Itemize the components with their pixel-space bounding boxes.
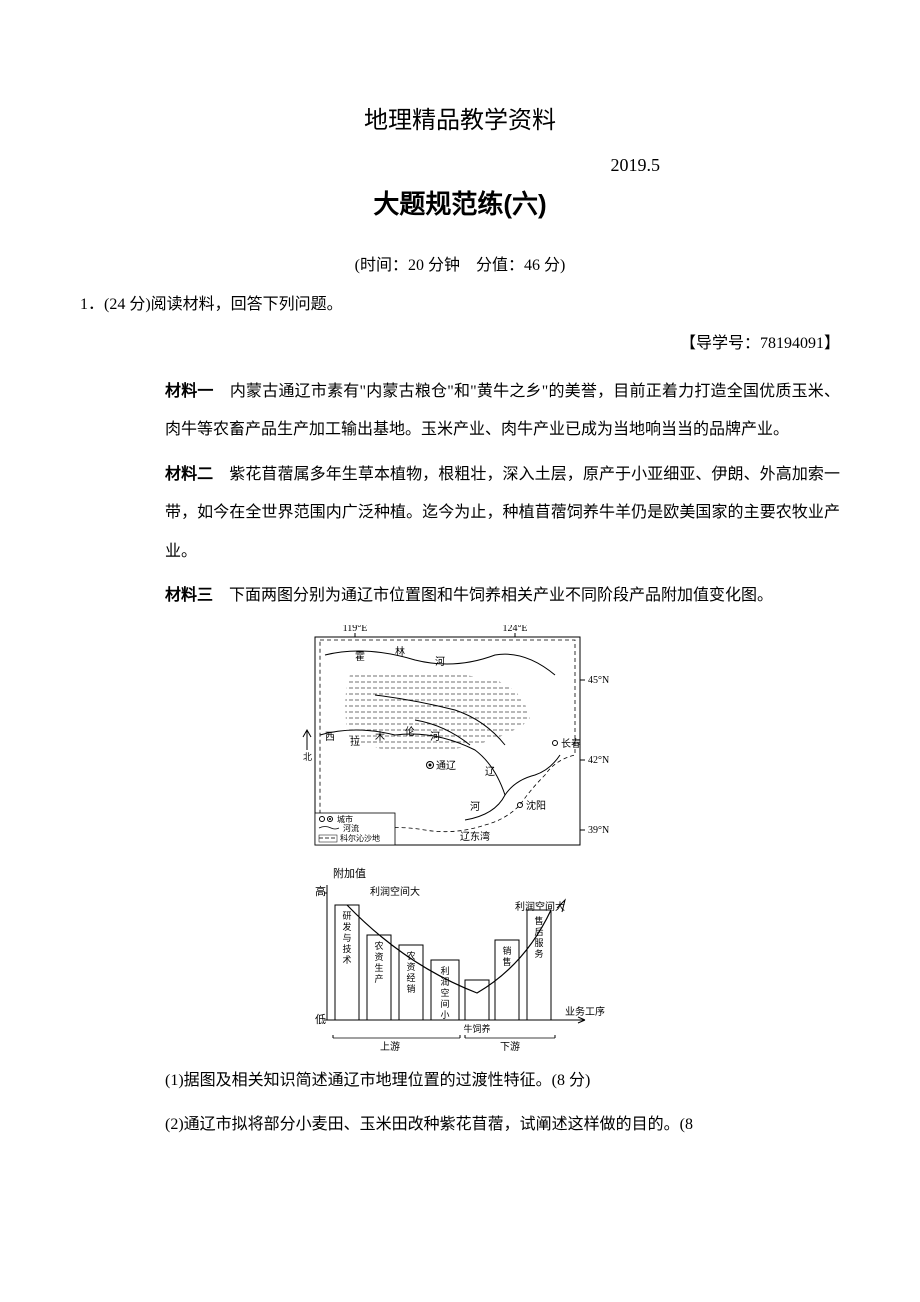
svg-text:资: 资 — [406, 962, 415, 972]
svg-text:河: 河 — [430, 731, 440, 743]
svg-text:科尔沁沙地: 科尔沁沙地 — [340, 833, 380, 843]
svg-text:与: 与 — [342, 933, 351, 943]
svg-text:售: 售 — [502, 956, 511, 967]
svg-text:沈阳: 沈阳 — [526, 799, 546, 812]
location-map: 119°E124°E45°N42°N39°N霍林河西拉木伦河辽河通辽长春沈阳辽东… — [295, 625, 625, 855]
material-3-text: 下面两图分别为通辽市位置图和牛饲养相关产业不同阶段产品附加值变化图。 — [213, 587, 773, 604]
svg-text:术: 术 — [342, 954, 351, 965]
material-3: 材料三 下面两图分别为通辽市位置图和牛饲养相关产业不同阶段产品附加值变化图。 — [80, 577, 840, 615]
svg-text:销: 销 — [502, 945, 511, 956]
svg-text:木: 木 — [375, 731, 385, 743]
sub-question-1: (1)据图及相关知识简述通辽市地理位置的过渡性特征。(8 分) — [80, 1063, 840, 1098]
material-2-label: 材料二 — [165, 466, 213, 483]
svg-text:发: 发 — [342, 921, 351, 932]
svg-text:牛饲养: 牛饲养 — [463, 1023, 490, 1034]
svg-text:农: 农 — [374, 940, 383, 951]
svg-text:39°N: 39°N — [588, 825, 609, 836]
svg-text:空: 空 — [440, 987, 449, 998]
svg-text:务: 务 — [534, 948, 543, 959]
svg-text:拉: 拉 — [350, 735, 360, 748]
figures-container: 119°E124°E45°N42°N39°N霍林河西拉木伦河辽河通辽长春沈阳辽东… — [80, 625, 840, 1055]
material-2: 材料二 紫花苜蓿属多年生草本植物，根粗壮，深入土层，原产于小亚细亚、伊朗、外高加… — [80, 456, 840, 571]
svg-text:霍: 霍 — [355, 651, 365, 663]
svg-text:城市: 城市 — [337, 814, 353, 824]
material-2-text: 紫花苜蓿属多年生草本植物，根粗壮，深入土层，原产于小亚细亚、伊朗、外高加索一带，… — [165, 466, 840, 560]
svg-text:北: 北 — [303, 752, 312, 762]
svg-text:下游: 下游 — [500, 1040, 520, 1053]
svg-text:119°E: 119°E — [343, 625, 368, 634]
svg-text:42°N: 42°N — [588, 755, 609, 766]
doc-header: 地理精品教学资料 — [80, 100, 840, 135]
svg-text:利: 利 — [440, 965, 449, 976]
question-intro: 1．(24 分)阅读材料，回答下列问题。 — [80, 290, 840, 314]
guide-number: 【导学号：78194091】 — [80, 329, 840, 353]
svg-text:长春: 长春 — [561, 738, 581, 750]
svg-text:服: 服 — [534, 938, 543, 948]
svg-text:辽东湾: 辽东湾 — [460, 830, 490, 843]
svg-text:上游: 上游 — [380, 1040, 400, 1053]
svg-text:林: 林 — [395, 645, 405, 658]
svg-text:研: 研 — [342, 911, 351, 921]
time-score: (时间：20 分钟 分值：46 分) — [80, 251, 840, 275]
svg-text:河流: 河流 — [343, 823, 359, 833]
material-1-text: 内蒙古通辽市素有"内蒙古粮仓"和"黄牛之乡"的美誉，目前正着力打造全国优质玉米、… — [165, 383, 840, 438]
svg-text:销: 销 — [406, 983, 415, 994]
svg-text:小: 小 — [440, 1010, 449, 1020]
svg-text:利润空间大: 利润空间大 — [515, 900, 565, 913]
value-chain-chart: 附加值高低业务工序研发与技术农资生产农资经销利润空间小牛饲养销售售后服务利润空间… — [305, 865, 615, 1055]
svg-text:间: 间 — [440, 998, 449, 1009]
svg-text:辽: 辽 — [485, 766, 495, 778]
svg-text:生: 生 — [374, 962, 383, 973]
svg-text:河: 河 — [435, 656, 445, 668]
svg-text:伦: 伦 — [405, 725, 415, 738]
material-3-label: 材料三 — [165, 587, 213, 604]
svg-text:售: 售 — [534, 915, 543, 926]
main-title: 大题规范练(六) — [80, 184, 840, 221]
svg-text:西: 西 — [325, 732, 335, 743]
svg-text:通辽: 通辽 — [436, 760, 456, 772]
sub-question-2: (2)通辽市拟将部分小麦田、玉米田改种紫花苜蓿，试阐述这样做的目的。(8 — [80, 1107, 840, 1142]
svg-text:技: 技 — [342, 943, 351, 954]
svg-text:资: 资 — [374, 952, 383, 962]
svg-text:产: 产 — [374, 973, 383, 984]
material-1-label: 材料一 — [165, 383, 214, 400]
material-1: 材料一 内蒙古通辽市素有"内蒙古粮仓"和"黄牛之乡"的美誉，目前正着力打造全国优… — [80, 373, 840, 450]
svg-text:利润空间大: 利润空间大 — [370, 885, 420, 898]
svg-text:河: 河 — [470, 801, 480, 813]
date-line: 2019.5 — [80, 155, 840, 176]
svg-text:附加值: 附加值 — [333, 866, 366, 880]
svg-text:45°N: 45°N — [588, 675, 609, 686]
svg-text:高: 高 — [315, 884, 326, 898]
svg-text:124°E: 124°E — [502, 625, 527, 634]
svg-text:经: 经 — [406, 972, 415, 983]
svg-text:业务工序: 业务工序 — [565, 1005, 605, 1018]
